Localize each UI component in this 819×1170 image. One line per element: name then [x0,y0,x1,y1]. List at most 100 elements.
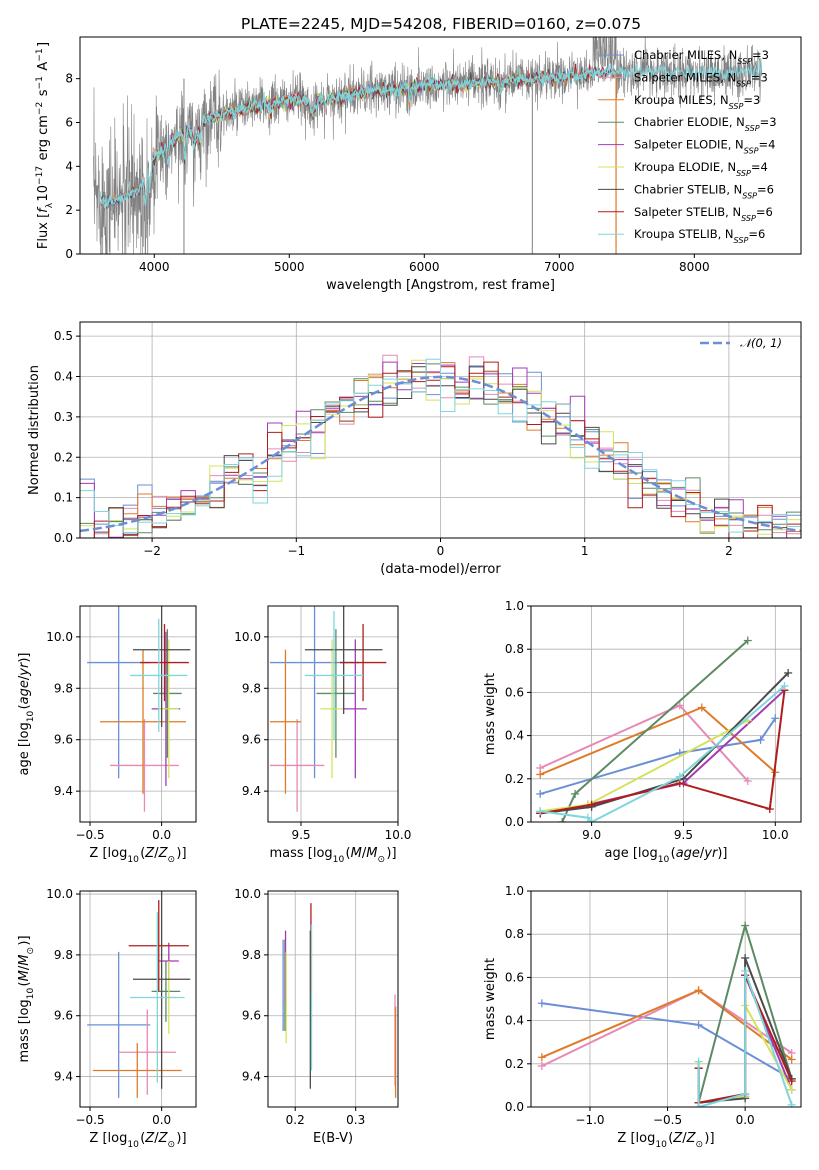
point-marker-chabrier-elodie [558,818,567,822]
x-axis-label: (data-model)/error [380,562,501,577]
y-axis-label: mass [log10 (M/M⊙ )] [17,935,36,1062]
y-tick-label: 9.6 [54,733,73,747]
point-marker-kroupa-miles [537,1053,546,1062]
legend-label-kroupa-elodie: Kroupa ELODIE, NSSP=4 [634,160,768,178]
legend-label-chabrier-miles: Chabrier MILES, NSSP=3 [634,48,769,66]
y-tick-label: 9.4 [54,1070,73,1084]
grid [80,322,801,539]
y-tick-label: 9.4 [242,784,261,798]
plot-area [93,37,763,254]
point-marker-chabrier-miles [694,1020,703,1029]
legend: Chabrier MILES, NSSP=3 Salpeter MILES, NS… [598,48,777,245]
legend-label-gaussian: 𝒩(0, 1) [740,336,782,350]
plot-area [536,636,793,822]
y-tick-label: 0.3 [54,410,73,424]
y-axis-label: Flux [fλ 10−17 erg cm−2 s−1 A−1 ] [35,42,55,249]
legend-label-chabrier-elodie: Chabrier ELODIE, NSSP=3 [634,115,777,133]
axes-frame [79,605,197,823]
x-tick-label: 9.5 [291,828,310,842]
x-tick-label: 4000 [139,260,170,274]
panel-mass-weight-vs-age: 9.0 9.5 10.0 0.0 0.2 0.4 0.6 0.8 1.0 age [log10 (… [483,599,802,865]
axes-frame [79,321,802,539]
y-tick-label: 9.8 [242,948,261,962]
x-axis-label: E(B-V) [313,1131,353,1146]
y-axis-label: mass weight [483,673,498,755]
gaussian-curve [80,375,801,533]
residual-hist-kroupa-stelib [80,358,801,538]
point-marker-kroupa-miles [694,986,703,995]
y-tick-label: 0.6 [505,685,524,699]
point-marker-kroupa-miles [697,703,706,712]
panel-mass-vs-Z: −0.5 0.0 9.4 9.6 9.8 10.0 Z [log10 (Z/Z⊙ )] mas… [17,887,197,1150]
series-line-chabrier-miles [539,717,777,795]
x-axis-label: age [log10 (age/yr)] [604,846,727,865]
point-marker-chabrier-miles [537,999,546,1008]
plot-area [282,903,397,1098]
x-tick-label: −0.5 [75,1113,104,1127]
legend-label-chabrier-stelib: Chabrier STELIB, NSSP=6 [634,182,774,200]
x-tick-label: 10.0 [385,828,412,842]
axes-frame [267,890,399,1108]
y-tick-label: 0.8 [505,642,524,656]
y-tick-label: 0.2 [54,450,73,464]
x-tick-label: 9.0 [582,828,601,842]
y-axis-label: Normed distribution [27,365,42,495]
x-tick-label: 0.0 [736,1113,755,1127]
y-tick-label: 0.6 [505,970,524,984]
series-line-kroupa-miles [541,989,793,1061]
x-tick-label: −2 [143,544,161,558]
x-tick-label: 5000 [274,260,305,274]
y-tick-label: 0 [65,247,73,261]
panel-mass-vs-EBV: 0.2 0.3 9.4 9.6 9.8 10.0 E(B-V) [234,887,399,1146]
legend-label-kroupa-stelib: Kroupa STELIB, NSSP=6 [634,227,765,245]
point-marker-kroupa-miles [536,770,545,779]
point-marker-kroupa-stelib [741,966,750,975]
plot-area [269,606,387,812]
x-tick-label: 0.3 [346,1113,365,1127]
series-line-kroupa-stelib [697,970,793,1107]
y-tick-label: 9.4 [242,1070,261,1084]
x-tick-label: 0.0 [152,1113,171,1127]
x-axis-label: Z [log10 (Z/Z⊙ )] [617,1131,714,1150]
plot-area [80,354,801,538]
series-line-salpeter-miles [541,989,793,1067]
y-tick-label: 6 [65,115,73,129]
x-tick-label: −1 [287,544,305,558]
grid [80,891,196,1107]
series-line-kroupa-elodie [540,719,749,813]
y-axis-label: mass weight [483,958,498,1040]
point-marker-kroupa-stelib [587,818,596,822]
x-axis-label: mass [log10 (M/M⊙ )] [269,846,396,865]
y-tick-label: 0.1 [54,491,73,505]
x-tick-label: 0.2 [286,1113,305,1127]
axes-frame [530,890,802,1108]
point-marker-chabrier-stelib [741,953,750,962]
y-tick-label: 9.6 [242,733,261,747]
y-axis-label: age [log10 (age/yr)] [17,652,36,775]
axes-frame [530,605,802,823]
plot-area [87,891,191,1098]
point-marker-kroupa-stelib [536,807,545,816]
y-tick-label: 0.0 [505,815,524,829]
x-tick-label: 0.0 [152,828,171,842]
y-tick-label: 0.0 [505,1100,524,1114]
panel-age-vs-Z: −0.5 0.0 9.4 9.6 9.8 10.0 Z [log10 (Z/Z⊙ )] age… [17,605,197,865]
point-marker-kroupa-stelib [741,1090,750,1099]
point-marker-chabrier-elodie [741,921,750,930]
x-tick-label: 8000 [679,260,710,274]
point-marker-kroupa-stelib [694,1057,703,1066]
panel-mass-weight-vs-Z: −1.0 −0.5 0.0 0.0 0.2 0.4 0.6 0.8 1.0 Z [log10 (Z… [483,884,802,1150]
y-tick-label: 10.0 [46,630,73,644]
plot-area [537,921,796,1107]
point-marker-salpeter-miles [537,1061,546,1070]
y-tick-label: 10.0 [234,630,261,644]
point-marker-kroupa-miles [787,1055,796,1064]
point-marker-kroupa-stelib [780,681,789,690]
y-tick-label: 10.0 [234,887,261,901]
grid [268,606,399,822]
point-marker-chabrier-stelib [784,668,793,677]
point-marker-chabrier-miles [756,735,765,744]
series-line-kroupa-miles [539,706,776,776]
y-tick-label: 0.8 [505,927,524,941]
